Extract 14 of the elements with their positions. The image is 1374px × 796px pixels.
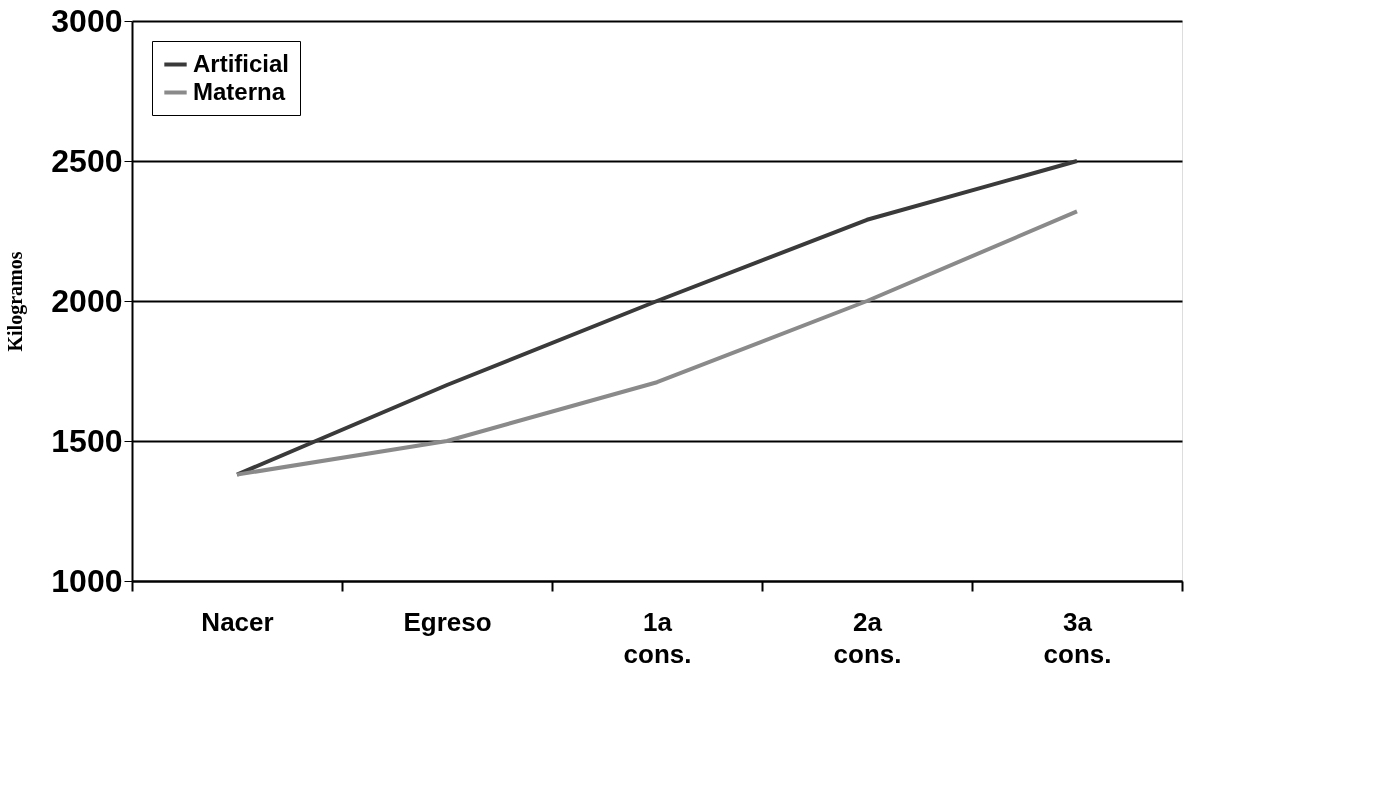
legend-label: Artificial [193,49,290,77]
x-tick-label: 2a cons. [833,606,902,669]
line-series [235,209,1079,477]
legend-label: Materna [193,77,286,105]
y-tick-label: 1500 [51,422,123,459]
y-tick-label: 3000 [51,2,123,39]
x-tick-label: 1a cons. [623,606,692,669]
x-tick-label: Egreso [403,606,492,637]
x-tick-label: Nacer [201,606,274,637]
y-tick-label: 2500 [51,142,123,179]
y-tick-label: 1000 [51,562,123,599]
y-tick-label: 2000 [51,282,123,319]
y-axis-title: Kilogramos [4,251,28,352]
x-tick-label: 3a cons. [1043,606,1112,669]
